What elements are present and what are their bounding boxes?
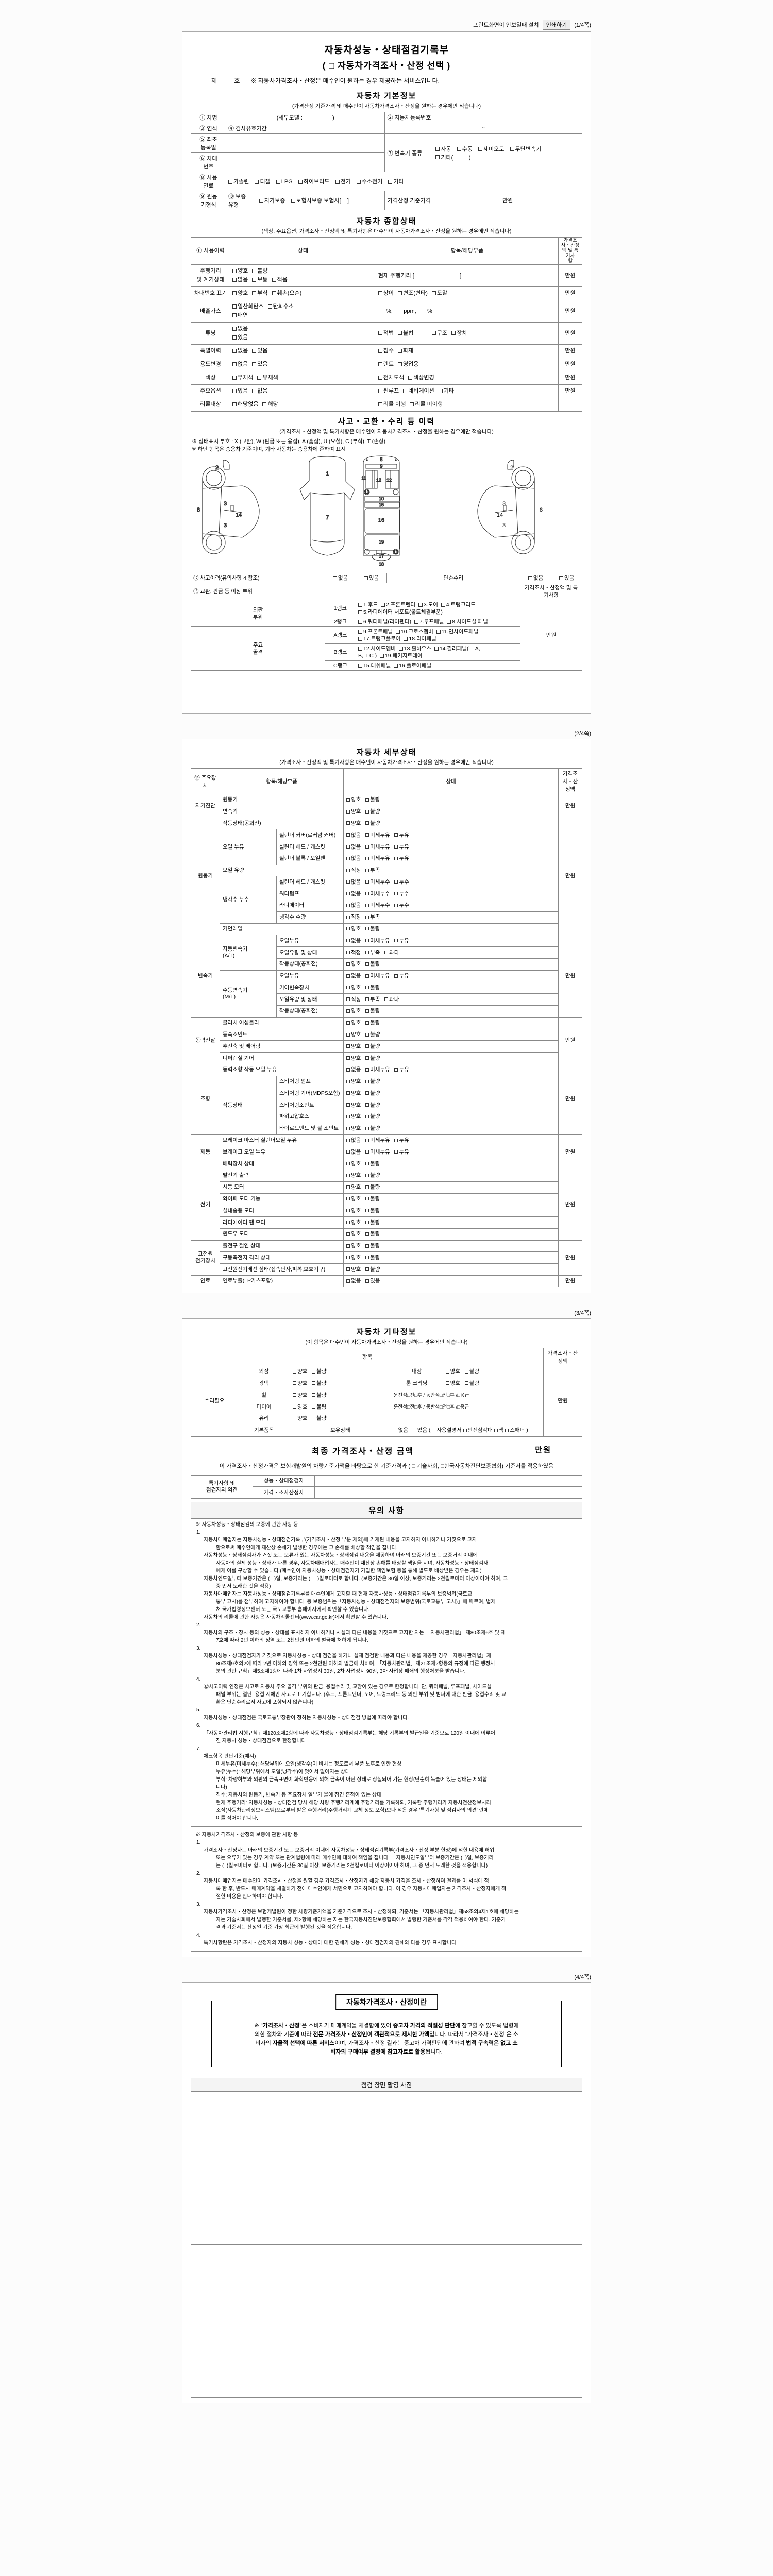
svg-text:10: 10	[379, 496, 384, 501]
svg-text:14: 14	[497, 512, 503, 518]
svg-text:13: 13	[393, 550, 398, 555]
svg-text:3: 3	[224, 522, 227, 529]
svg-text:8: 8	[540, 507, 543, 513]
svg-text:15: 15	[379, 502, 384, 507]
svg-text:2: 2	[215, 465, 219, 471]
svg-text:17: 17	[379, 554, 384, 559]
svg-text:3: 3	[502, 522, 506, 529]
svg-text:12: 12	[376, 478, 381, 483]
svg-text:3: 3	[502, 501, 506, 507]
svg-text:18: 18	[379, 562, 384, 567]
svg-text:8: 8	[197, 507, 200, 513]
svg-text:11: 11	[361, 476, 366, 481]
svg-text:9: 9	[380, 464, 382, 469]
svg-text:2: 2	[510, 465, 513, 471]
svg-text:1: 1	[326, 471, 329, 477]
svg-text:13: 13	[364, 489, 369, 495]
svg-text:5: 5	[380, 457, 382, 462]
svg-text:12: 12	[386, 478, 392, 483]
svg-text:19: 19	[379, 539, 384, 545]
svg-text:16: 16	[378, 517, 384, 523]
svg-text:3: 3	[224, 501, 227, 507]
svg-text:7: 7	[326, 515, 329, 521]
svg-text:14: 14	[236, 512, 242, 518]
